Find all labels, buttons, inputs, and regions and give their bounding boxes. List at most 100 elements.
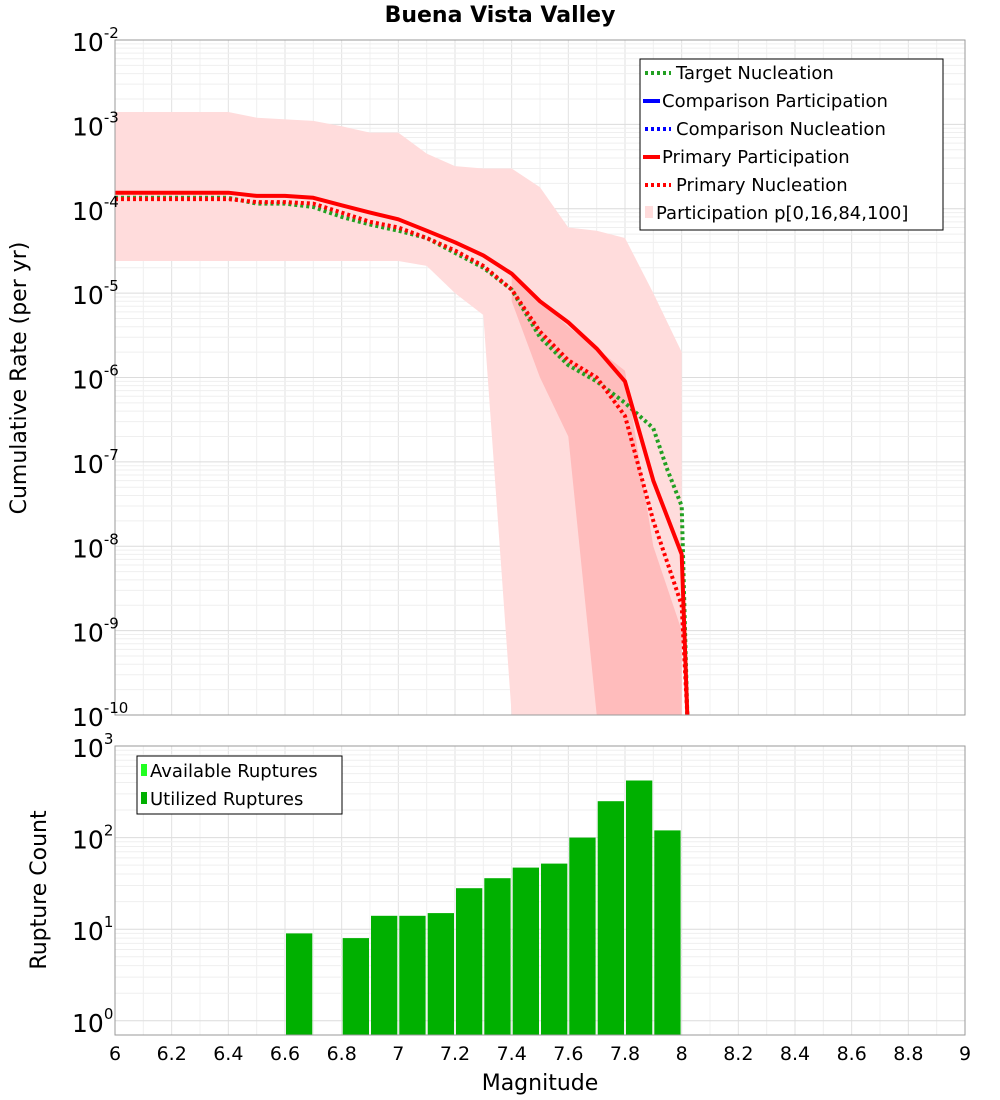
count-y-tick-label: 101 [72,913,113,946]
count-plot-frame [114,745,966,1036]
rate-y-tick-label: 10-2 [72,24,119,57]
rate-y-tick-exponent: -5 [104,277,119,295]
count-legend-box [136,755,343,815]
count-y-tick-label: 103 [72,730,113,763]
bar-utilized-ruptures [541,863,568,1035]
rate-y-tick-exponent: -9 [104,615,119,633]
rate-y-axis-label: Cumulative Rate (per yr) [7,242,32,515]
rate-panel: 10-210-310-410-510-610-710-810-910-10 Cu… [7,24,966,732]
legend-label-comparison-nucleation: Comparison Nucleation [676,119,886,140]
rate-y-tick-exponent: -4 [104,193,119,211]
rate-y-tick-exponent: -7 [104,446,119,464]
legend-label-utilized-ruptures: Utilized Ruptures [150,789,303,810]
rate-y-tick-label: 10-5 [72,277,119,310]
count-y-tick-label: 102 [72,822,113,855]
count-bars [286,780,681,1035]
rate-y-tick-base: 10 [72,366,104,395]
rate-y-tick-exponent: -6 [104,362,119,380]
legend-label-available-ruptures: Available Ruptures [150,761,318,782]
rate-y-tick-base: 10 [72,534,104,563]
count-y-tick-exponent: 2 [104,822,114,840]
bar-utilized-ruptures [512,867,539,1035]
count-y-axis-label: Rupture Count [27,810,52,970]
x-tick-label: 6.2 [157,1043,187,1065]
rate-y-tick-exponent: -3 [104,108,119,126]
rate-y-tick-label: 10-6 [72,362,119,395]
bar-utilized-ruptures [597,801,624,1035]
count-y-tick-base: 10 [72,917,104,946]
count-legend: Available Ruptures Utilized Ruptures [136,755,343,815]
rate-lines [115,190,690,716]
x-tick-label: 7.4 [497,1043,527,1065]
count-y-tick-exponent: 0 [104,1005,114,1023]
legend-swatch-utilized-ruptures [141,792,147,804]
bar-utilized-ruptures [456,888,483,1035]
count-x-ticks: 6 6.2 6.4 6.6 6.8 7 7.2 7.4 7.6 7.8 8 8.2 8.4 8.6 8.8 9 [109,1043,971,1065]
rate-y-tick-exponent: -10 [104,699,129,717]
rate-y-tick-label: 10-9 [72,615,119,648]
rate-y-tick-exponent: -8 [104,530,119,548]
x-tick-label: 7.8 [610,1043,640,1065]
rate-y-tick-base: 10 [72,450,104,479]
rate-bands [115,112,682,715]
rate-y-tick-base: 10 [72,197,104,226]
x-tick-label: 8 [676,1043,688,1065]
x-tick-label: 7.6 [553,1043,583,1065]
bar-utilized-ruptures [342,938,369,1035]
bar-utilized-ruptures [286,933,313,1035]
series-primary-participation [115,190,690,716]
x-tick-label: 6.4 [213,1043,243,1065]
rate-y-tick-label: 10-4 [72,193,119,226]
participation-band-outer [115,112,682,715]
x-tick-label: 7.2 [440,1043,470,1065]
rate-y-tick-label: 10-3 [72,108,119,141]
count-y-tick-exponent: 1 [104,913,114,931]
rate-y-tick-base: 10 [72,28,104,57]
bar-utilized-ruptures [399,915,426,1035]
x-tick-label: 8.8 [893,1043,923,1065]
x-tick-label: 6.6 [270,1043,300,1065]
rate-y-tick-label: 10-8 [72,530,119,563]
x-tick-label: 8.2 [723,1043,753,1065]
bar-utilized-ruptures [626,780,653,1035]
rate-plot-frame [114,39,966,716]
rate-y-tick-label: 10-10 [72,699,128,732]
legend-swatch-participation-band [645,206,653,218]
bar-utilized-ruptures [654,830,681,1035]
count-y-tick-exponent: 3 [104,730,114,748]
rate-y-tick-base: 10 [72,619,104,648]
count-y-tick-base: 10 [72,1009,104,1038]
rate-y-tick-base: 10 [72,112,104,141]
x-tick-label: 8.6 [837,1043,867,1065]
count-y-tick-base: 10 [72,734,104,763]
rate-y-tick-label: 10-7 [72,446,119,479]
legend-label-primary-nucleation: Primary Nucleation [676,175,848,196]
legend-label-comparison-participation: Comparison Participation [662,91,888,112]
legend-label-target-nucleation: Target Nucleation [675,63,834,84]
x-tick-label: 8.4 [780,1043,810,1065]
rate-legend: Target Nucleation Comparison Participati… [639,58,944,231]
participation-band-inner [511,273,682,715]
x-tick-label: 6 [109,1043,121,1065]
count-y-tick-label: 100 [72,1005,113,1038]
x-tick-label: 9 [959,1043,971,1065]
bar-utilized-ruptures [427,913,454,1035]
rate-legend-box [639,58,944,231]
bar-utilized-ruptures [484,878,511,1035]
chart-title: Buena Vista Valley [385,3,616,28]
legend-label-participation-band: Participation p[0,16,84,100] [656,203,908,224]
x-axis-label: Magnitude [482,1071,599,1096]
x-tick-label: 6.8 [327,1043,357,1065]
x-tick-label: 7 [392,1043,404,1065]
series-primary-nucleation [115,197,690,716]
legend-label-primary-participation: Primary Participation [662,147,850,168]
bar-utilized-ruptures [569,837,596,1035]
rate-y-tick-base: 10 [72,703,104,732]
count-y-tick-base: 10 [72,826,104,855]
rate-y-ticks: 10-210-310-410-510-610-710-810-910-10 [72,24,128,732]
rate-y-tick-exponent: -2 [104,24,119,42]
legend-swatch-available-ruptures [141,764,147,776]
